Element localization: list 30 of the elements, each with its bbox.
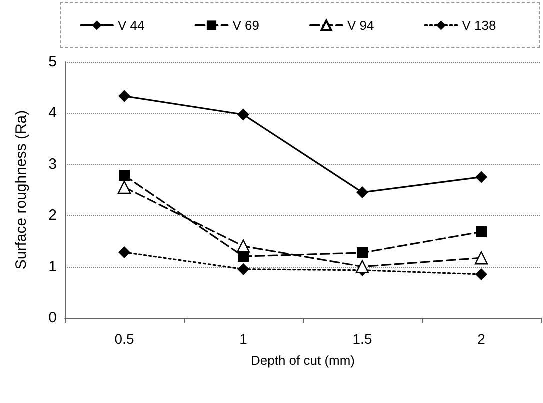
point <box>476 171 488 184</box>
x-axis-title: Depth of cut (mm) <box>250 353 356 368</box>
y-tick-label: 1 <box>48 258 57 276</box>
point <box>238 251 249 262</box>
legend-label: V 138 <box>462 18 496 33</box>
point <box>118 246 130 258</box>
point <box>356 186 368 199</box>
point <box>119 170 130 182</box>
legend-label: V 69 <box>232 18 260 33</box>
y-tick-label: 5 <box>48 54 57 70</box>
x-tick-label: 1 <box>240 331 248 347</box>
point <box>118 90 130 102</box>
y-tick-label: 4 <box>48 104 57 122</box>
legend-label: V 44 <box>118 18 145 33</box>
point <box>474 251 488 265</box>
x-tick-label: 1.5 <box>352 331 372 347</box>
x-tick-label: 2 <box>478 331 486 347</box>
point <box>118 180 132 194</box>
point <box>357 247 368 258</box>
point <box>238 263 250 276</box>
y-tick-label: 0 <box>48 310 57 326</box>
x-tick-label: 0.5 <box>114 331 134 347</box>
point <box>476 268 488 280</box>
y-axis-title: Surface roughness (Ra) <box>13 110 30 270</box>
y-tick-label: 3 <box>48 156 57 173</box>
y-tick-label: 2 <box>48 207 57 224</box>
legend-label: V 94 <box>347 18 374 33</box>
point <box>476 226 487 238</box>
point <box>356 260 370 274</box>
point <box>238 108 250 121</box>
